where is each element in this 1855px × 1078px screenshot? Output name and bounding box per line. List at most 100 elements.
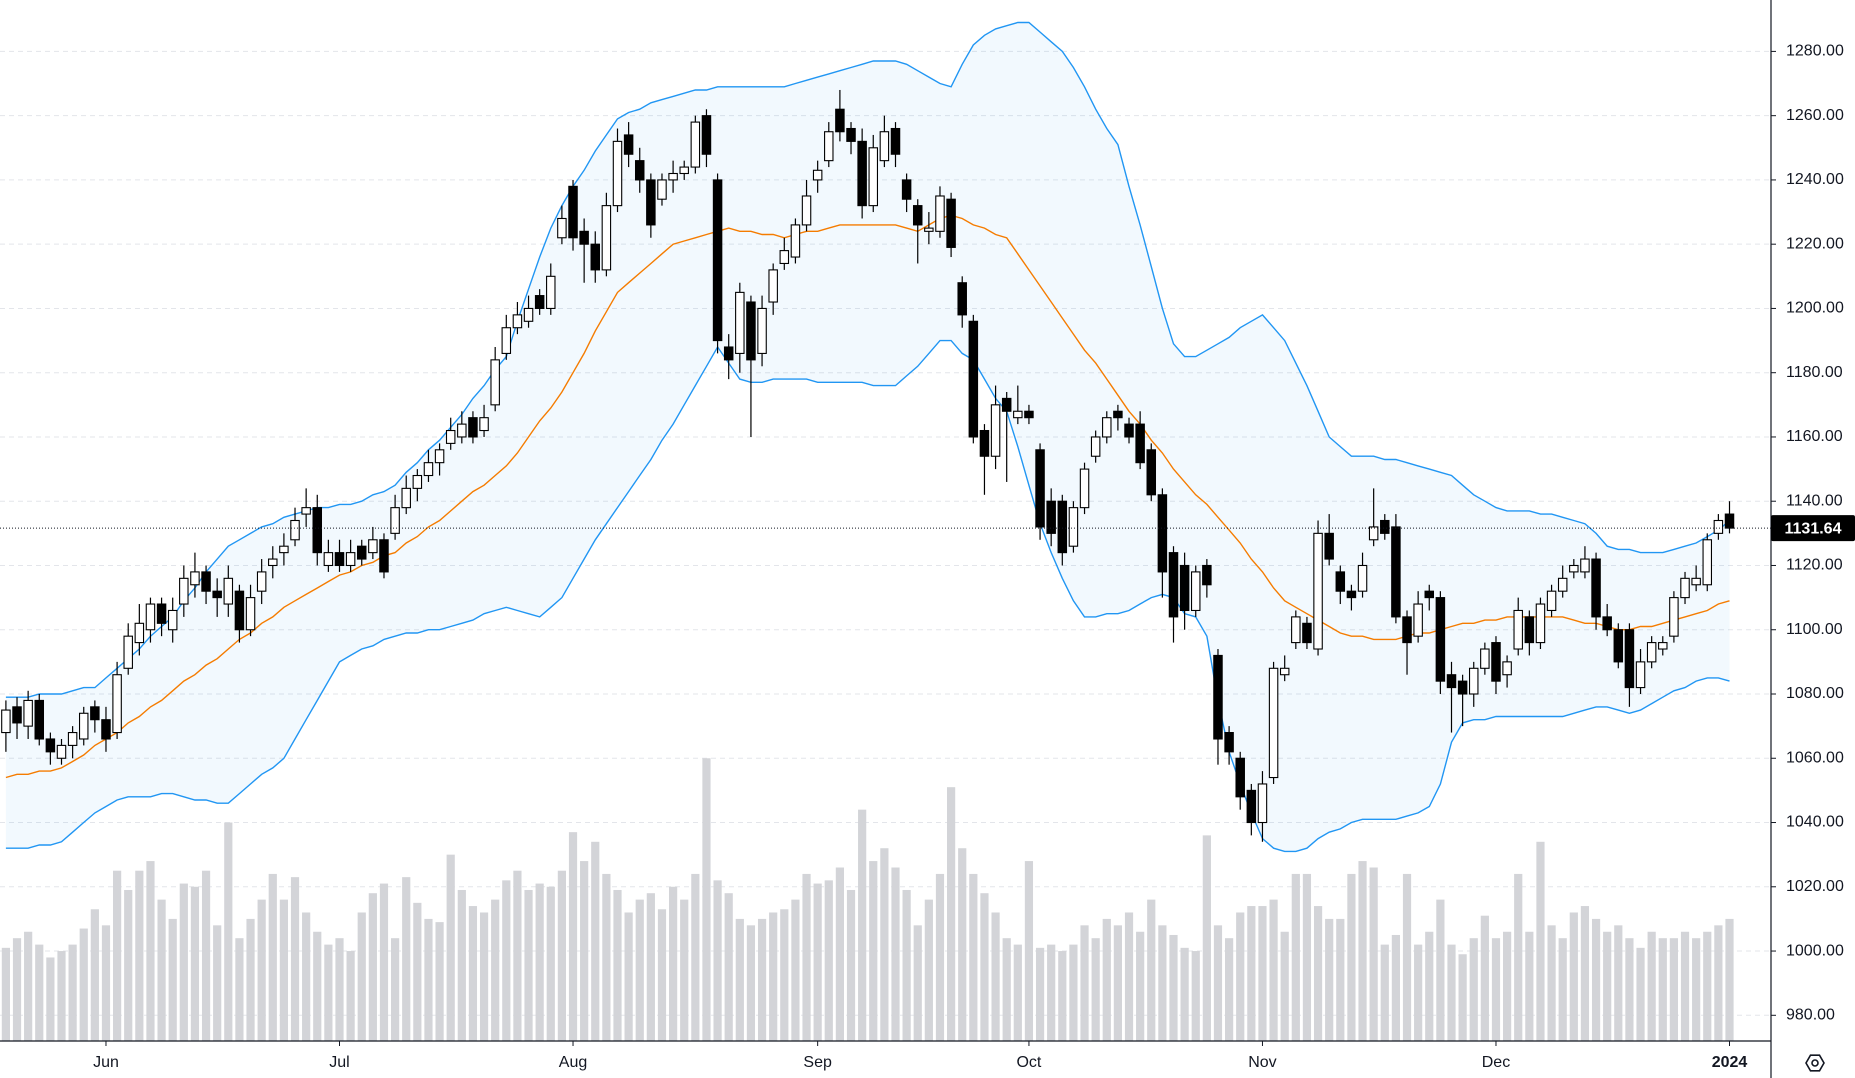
candle-body <box>1724 513 1735 529</box>
candle-body <box>1102 417 1112 438</box>
volume-bar <box>1 947 10 1041</box>
candle-body <box>1457 680 1468 695</box>
candle-body <box>1602 616 1612 631</box>
volume-bar <box>1336 918 1345 1041</box>
volume-bar <box>591 841 600 1041</box>
volume-bar <box>502 880 511 1041</box>
candle-body <box>1157 494 1168 573</box>
candle-body <box>1079 468 1090 509</box>
volume-bar <box>713 880 722 1041</box>
candle-body <box>279 545 289 554</box>
volume-bar <box>1158 925 1167 1041</box>
candle-body <box>735 291 745 354</box>
candle-body <box>623 134 634 155</box>
volume-bar <box>835 867 844 1041</box>
candle-body <box>223 577 234 605</box>
volume-bar <box>313 931 322 1041</box>
candle-body <box>201 571 211 592</box>
volume-bar <box>1503 931 1512 1041</box>
volume-bar <box>190 886 200 1041</box>
candle-body <box>423 462 434 477</box>
volume-bar <box>357 912 366 1041</box>
volume-bar <box>368 893 377 1041</box>
candle-body <box>345 552 356 567</box>
volume-bar <box>1525 931 1534 1041</box>
candle-body <box>112 674 122 734</box>
volume-bar <box>113 870 122 1041</box>
candle-body <box>245 597 256 631</box>
volume-bar <box>457 889 466 1041</box>
volume-bar <box>1035 947 1045 1041</box>
volume-bar <box>213 925 222 1041</box>
candle-body <box>857 140 867 207</box>
candle-body <box>1557 577 1568 592</box>
candle-body <box>1646 642 1657 663</box>
candle-body <box>1524 616 1535 644</box>
volume-bar <box>124 889 133 1041</box>
volume-bar <box>1069 944 1078 1041</box>
candle-body <box>1113 410 1123 419</box>
candle-body <box>1613 629 1624 663</box>
volume-bar <box>669 886 678 1041</box>
volume-bar <box>146 861 155 1041</box>
volume-bar <box>869 861 878 1041</box>
settings-icon[interactable] <box>1805 1054 1825 1072</box>
candle-body <box>1580 558 1590 573</box>
candle-body <box>512 314 523 329</box>
volume-bar <box>413 902 422 1041</box>
candle-body <box>1190 571 1201 612</box>
volume-bar <box>1358 861 1367 1041</box>
volume-bar <box>101 925 111 1041</box>
volume-bar <box>1514 873 1523 1041</box>
candle-body <box>490 359 500 406</box>
volume-bar <box>813 883 822 1041</box>
volume-bar <box>1414 944 1423 1041</box>
candle-body <box>579 230 589 245</box>
volume-bar <box>1669 938 1678 1041</box>
volume-bar <box>1236 912 1245 1041</box>
volume-bar <box>1325 918 1334 1041</box>
volume-bar <box>1313 906 1323 1041</box>
volume-bar <box>1380 944 1389 1041</box>
volume-bar <box>780 909 789 1041</box>
candle-body <box>268 558 278 567</box>
y-tick-label: 1140.00 <box>1786 492 1843 509</box>
volume-bar <box>1247 906 1256 1041</box>
volume-bar <box>913 925 922 1041</box>
upper-band-line <box>5 21 1730 698</box>
volume-bar <box>379 883 389 1041</box>
candle-body <box>212 590 222 599</box>
candle-body <box>1168 552 1179 618</box>
x-tick-label: Jun <box>93 1054 119 1071</box>
volume-bar <box>1369 867 1378 1041</box>
volume-bar <box>1102 918 1111 1041</box>
volume-bar <box>1603 931 1612 1041</box>
candle-body <box>101 719 111 740</box>
volume-bar <box>891 867 900 1041</box>
candle-body <box>1480 648 1490 669</box>
volume-bar <box>1647 931 1656 1041</box>
volume-bar <box>12 938 22 1041</box>
candle-body <box>1391 526 1401 618</box>
candle-body <box>634 160 645 181</box>
settings-dot[interactable] <box>1811 1059 1819 1067</box>
volume-bar <box>1391 934 1400 1041</box>
volume-bar <box>613 889 622 1041</box>
candle-body <box>334 552 345 567</box>
candle-body <box>1468 667 1479 695</box>
volume-bar <box>257 899 266 1041</box>
y-tick-label: 1180.00 <box>1786 364 1843 381</box>
settings-hexagon[interactable] <box>1805 1054 1825 1072</box>
volume-bar <box>535 883 544 1041</box>
volume-bar <box>1614 925 1623 1041</box>
candle-body <box>401 487 411 509</box>
y-tick-label: 1280.00 <box>1786 43 1844 60</box>
candle-body <box>1546 590 1557 612</box>
volume-bar <box>1002 938 1011 1041</box>
candle-body <box>990 404 1001 457</box>
volume-bar <box>1491 938 1501 1041</box>
volume-bar <box>1147 899 1156 1041</box>
candle-body <box>946 198 956 248</box>
last-price-label: 1131.64 <box>1785 520 1842 537</box>
